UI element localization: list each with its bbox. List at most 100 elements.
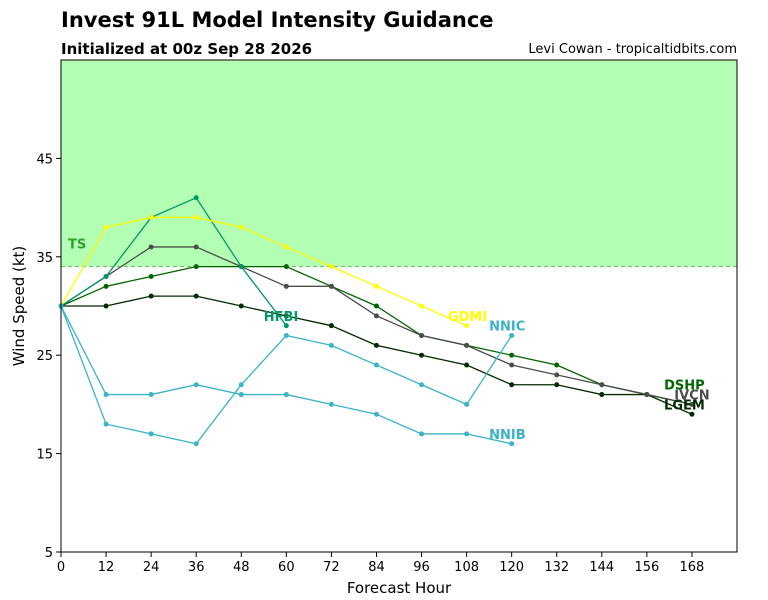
model-label-ivcn: IVCN — [674, 389, 709, 404]
x-tick-label: 60 — [278, 560, 295, 575]
x-tick-label: 156 — [634, 560, 659, 575]
model-label-gdmi: GDMI — [448, 310, 487, 325]
data-point-nnic — [238, 392, 244, 398]
data-point-ivcn — [148, 244, 154, 250]
data-point-lgem — [328, 323, 334, 329]
x-tick-label: 72 — [323, 560, 340, 575]
data-point-gdmi — [419, 303, 425, 309]
x-tick-label: 0 — [57, 560, 65, 575]
data-point-lgem — [193, 293, 199, 299]
data-point-nnic — [328, 401, 334, 407]
model-label-nnib: NNIB — [489, 428, 526, 443]
data-point-dshp — [554, 362, 560, 368]
data-point-nnib — [509, 333, 515, 339]
data-point-nnib — [103, 421, 109, 427]
series-line-hfbi — [60, 196, 287, 327]
data-point-nnic — [103, 392, 109, 398]
data-point-lgem — [283, 313, 289, 319]
data-point-lgem — [103, 303, 109, 309]
x-tick-label: 84 — [368, 560, 385, 575]
data-point-nnib — [419, 382, 425, 388]
data-point-gdmi — [464, 323, 470, 329]
model-label-dshp: DSHP — [664, 379, 705, 394]
data-point-dshp — [148, 273, 154, 279]
data-point-nnic — [373, 411, 379, 417]
data-point-nnic — [193, 382, 199, 388]
y-tick-label: 15 — [36, 448, 53, 463]
data-point-nnib — [283, 333, 289, 339]
y-tick-label: 45 — [36, 152, 53, 167]
data-point-gdmi — [148, 214, 154, 220]
data-point-ivcn — [283, 283, 289, 289]
data-point-lgem — [509, 382, 515, 388]
x-tick-label: 96 — [413, 560, 430, 575]
data-point-hfbi — [283, 323, 289, 329]
data-point-dshp — [103, 283, 109, 289]
data-point-dshp — [509, 352, 515, 358]
data-point-nnib — [328, 342, 334, 348]
data-point-ivcn — [599, 382, 605, 388]
x-tick-label: 120 — [499, 560, 524, 575]
data-point-ivcn — [554, 372, 560, 378]
ts-label: TS — [68, 238, 86, 253]
x-tick-label: 24 — [143, 560, 160, 575]
data-point-ivcn — [509, 362, 515, 368]
x-tick-label: 36 — [188, 560, 205, 575]
model-label-hfbi: HFBI — [264, 310, 299, 325]
model-label-nnic: NNIC — [489, 320, 525, 335]
y-axis-label: Wind Speed (kt) — [10, 246, 28, 367]
data-point-lgem — [238, 303, 244, 309]
x-tick-label: 144 — [589, 560, 614, 575]
data-point-gdmi — [283, 244, 289, 250]
x-tick-label: 168 — [680, 560, 705, 575]
data-point-hfbi — [238, 264, 244, 270]
data-point-lgem — [464, 362, 470, 368]
data-point-nnib — [238, 382, 244, 388]
y-tick-label: 25 — [36, 349, 53, 364]
data-point-lgem — [148, 293, 154, 299]
x-tick-label: 132 — [544, 560, 569, 575]
data-point-ivcn — [419, 333, 425, 339]
data-point-nnic — [509, 441, 515, 447]
data-point-lgem — [554, 382, 560, 388]
y-tick-label: 35 — [36, 251, 53, 266]
data-point-gdmi — [193, 214, 199, 220]
data-point-dshp — [193, 264, 199, 270]
data-point-hfbi — [103, 273, 109, 279]
x-axis-label: Forecast Hour — [347, 579, 452, 597]
data-point-nnic — [283, 392, 289, 398]
data-point-ivcn — [464, 342, 470, 348]
series-line-gdmi — [60, 216, 467, 327]
x-tick-label: 108 — [454, 560, 479, 575]
data-point-gdmi — [373, 283, 379, 289]
data-point-nnic — [419, 431, 425, 437]
data-point-ivcn — [193, 244, 199, 250]
chart-credit: Levi Cowan - tropicaltidbits.com — [528, 42, 737, 57]
data-point-nnib — [148, 431, 154, 437]
data-point-lgem — [599, 392, 605, 398]
data-point-nnib — [373, 362, 379, 368]
data-point-dshp — [373, 303, 379, 309]
chart-subtitle: Initialized at 00z Sep 28 2026 — [61, 40, 313, 58]
data-point-ivcn — [373, 313, 379, 319]
ts-region — [61, 60, 737, 267]
data-point-nnic — [148, 392, 154, 398]
data-point-ivcn — [328, 283, 334, 289]
data-point-gdmi — [238, 224, 244, 230]
plot-frame — [60, 59, 738, 553]
data-point-lgem — [689, 411, 695, 417]
data-point-hfbi — [193, 195, 199, 201]
data-point-ivcn — [644, 392, 650, 398]
series-line-ivcn — [60, 246, 693, 406]
data-point-nnic — [464, 431, 470, 437]
data-point-nnib — [464, 401, 470, 407]
data-point-ivcn — [689, 401, 695, 407]
data-point-lgem — [373, 342, 379, 348]
x-tick-label: 48 — [233, 560, 250, 575]
chart-title: Invest 91L Model Intensity Guidance — [61, 8, 494, 32]
data-point-nnib — [193, 441, 199, 447]
data-point-lgem — [419, 352, 425, 358]
x-tick-label: 12 — [98, 560, 115, 575]
data-point-dshp — [283, 264, 289, 270]
